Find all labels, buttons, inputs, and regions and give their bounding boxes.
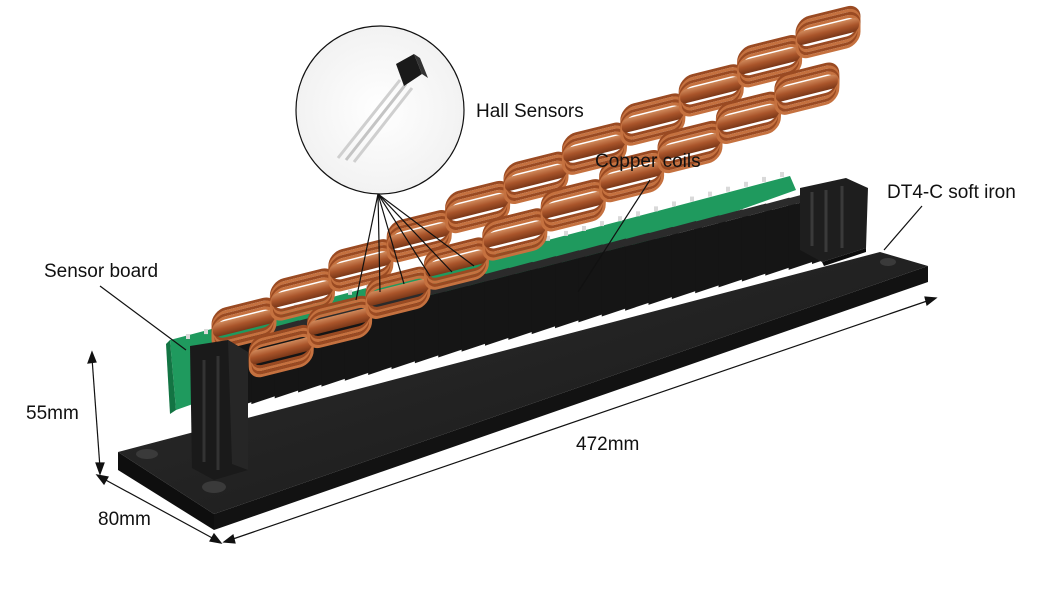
soft-iron-label: DT4-C soft iron xyxy=(887,182,1016,203)
header-pin xyxy=(708,191,712,197)
header-pin xyxy=(672,201,676,207)
mount-hole xyxy=(880,258,896,266)
header-pin xyxy=(618,216,622,222)
hall-leader-6 xyxy=(377,193,475,267)
copper-coil-upper xyxy=(386,210,452,263)
header-pin xyxy=(744,181,748,187)
length-dimension-label: 472mm xyxy=(576,434,640,455)
copper-coil-lower xyxy=(774,62,840,115)
dimension-arrows xyxy=(87,296,938,544)
hall-leader-2 xyxy=(377,193,381,293)
width-dimension xyxy=(95,474,223,544)
copper-leader xyxy=(577,179,651,293)
header-pin xyxy=(186,334,190,339)
header-pin xyxy=(582,226,586,231)
copper-coils xyxy=(211,5,861,378)
magnifier-circle xyxy=(295,25,465,195)
length-dimension xyxy=(222,296,938,544)
mount-hole xyxy=(136,449,158,459)
header-pin xyxy=(762,176,766,182)
header-pin xyxy=(564,230,568,236)
header-pin xyxy=(636,211,640,217)
header-pin xyxy=(546,235,550,241)
mount-hole xyxy=(202,481,226,493)
iron-end-block-left xyxy=(190,340,248,480)
board-leader xyxy=(99,285,187,351)
leader-lines xyxy=(99,179,923,351)
copper-coil-upper xyxy=(795,5,861,59)
hall-sensor-magnifier xyxy=(295,25,465,195)
copper-coils-label: Copper coils xyxy=(595,151,701,172)
sensor-board-label: Sensor board xyxy=(44,261,159,282)
hall-leader-5 xyxy=(377,193,453,273)
iron-end-block-right xyxy=(800,178,868,266)
header-pin xyxy=(780,172,784,177)
copper-coil-lower xyxy=(248,324,314,378)
hall-sensor-icon xyxy=(336,54,428,163)
hall-leader-3 xyxy=(377,193,405,285)
header-pin xyxy=(348,289,352,295)
hall-leader-1 xyxy=(355,193,379,301)
iron-leader xyxy=(883,205,923,251)
header-pin xyxy=(654,206,658,212)
hall-sensors-label: Hall Sensors xyxy=(476,101,584,122)
height-dimension xyxy=(87,350,105,476)
header-pin xyxy=(600,221,604,227)
height-dimension-label: 55mm xyxy=(26,403,79,424)
width-dimension-label: 80mm xyxy=(98,509,151,530)
header-pin xyxy=(690,196,694,202)
header-pin xyxy=(204,329,208,335)
copper-coil-lower xyxy=(540,179,606,232)
iron-base-plate xyxy=(118,252,928,530)
header-pin xyxy=(726,186,730,192)
hall-leader-4 xyxy=(377,193,431,277)
